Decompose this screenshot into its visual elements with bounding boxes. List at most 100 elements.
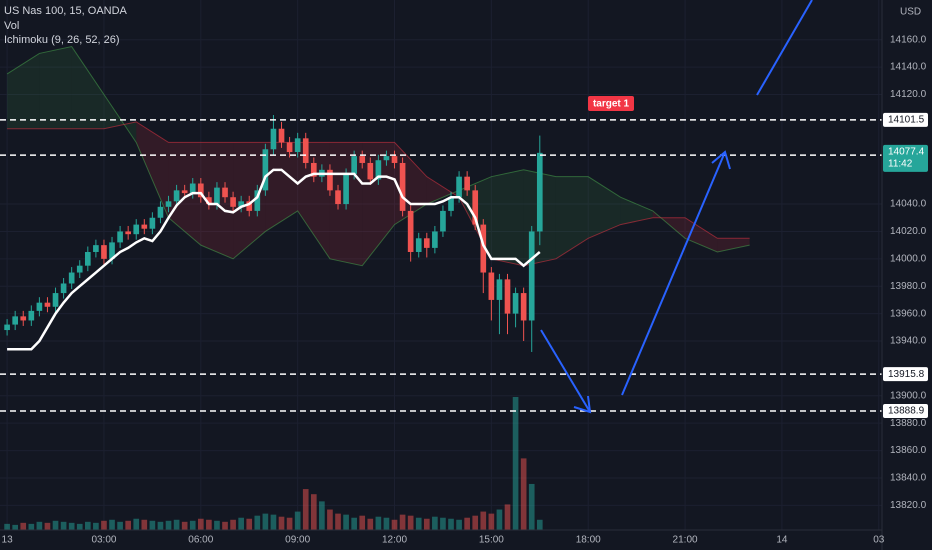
x-tick-label: 03:00 [91, 535, 116, 546]
volume-bar [214, 520, 220, 530]
candle-body [512, 293, 519, 314]
volume-bar [20, 522, 27, 530]
candle-body [28, 310, 35, 321]
volume-bar [343, 514, 349, 530]
candle-body [335, 190, 341, 205]
volume-bar [157, 521, 164, 530]
level-label: 13915.8 [888, 369, 925, 380]
candle-body [310, 162, 317, 177]
arrow-up [756, 0, 813, 96]
candle-body [133, 224, 140, 235]
candle-body [448, 197, 454, 211]
y-tick-label: 13880.0 [890, 418, 927, 429]
volume-bar [246, 518, 253, 530]
candle-body [68, 272, 75, 284]
cloud-line [6, 46, 750, 267]
volume-bar [197, 518, 204, 530]
volume-bar [117, 521, 123, 530]
candle-body [423, 238, 430, 248]
volume-bar [278, 516, 285, 530]
candle-body [20, 316, 27, 321]
arrow-head [573, 395, 592, 414]
level-box [883, 403, 928, 418]
volume-bar [456, 519, 462, 530]
volume-bar [335, 513, 341, 530]
x-tick-label: 09:00 [285, 535, 310, 546]
volume-bar [270, 514, 277, 530]
volume-bar [528, 483, 535, 530]
y-tick-label: 13900.0 [890, 390, 927, 401]
volume-bar [149, 520, 156, 530]
candle-body [351, 156, 357, 174]
candle-body [383, 156, 390, 161]
candle-body [456, 176, 462, 198]
candle-body [464, 176, 470, 191]
volume-bar [206, 519, 212, 530]
candle-body [141, 224, 148, 229]
candle-body [181, 190, 188, 194]
volume-bar [448, 518, 454, 530]
volume-bar [359, 515, 366, 530]
y-tick-label: 13980.0 [890, 281, 927, 292]
level-label: 13888.9 [888, 406, 925, 417]
volume-bar [391, 519, 398, 530]
volume-bar [407, 515, 414, 530]
volume-bar [472, 515, 479, 530]
volume-bar [109, 519, 115, 530]
candle-body [238, 201, 244, 207]
target-box [588, 96, 634, 111]
volume-bar [52, 520, 59, 530]
candle-body [391, 156, 398, 163]
candle-body [93, 245, 99, 252]
volume-bar [383, 517, 390, 530]
volume-bar [440, 517, 446, 530]
volume-bar [302, 489, 309, 530]
volume-bar [375, 516, 382, 530]
candle-body [117, 231, 123, 243]
candle-body [101, 245, 107, 259]
volume-bar [327, 509, 333, 530]
x-tick-label: 21:00 [673, 535, 698, 546]
last-price-box [883, 144, 928, 172]
arrow-up [621, 151, 726, 396]
volume-bar [319, 501, 325, 530]
chart-title: US Nas 100, 15, OANDA [4, 5, 128, 17]
volume-bar [286, 517, 293, 530]
candle-body [189, 183, 196, 194]
volume-bar [504, 504, 511, 530]
volume-bar [4, 523, 10, 530]
cloud-fill [136, 121, 169, 218]
y-tick-label: 14140.0 [890, 62, 927, 73]
volume-bar [496, 509, 503, 530]
candle-body [472, 190, 479, 225]
volume-bar [36, 521, 43, 530]
volume-bar [399, 514, 406, 530]
volume-bar [141, 519, 148, 530]
x-tick-label: 13 [2, 535, 14, 546]
volume-bar [133, 518, 140, 530]
candle-body [222, 187, 228, 198]
candle-body [536, 152, 543, 232]
candle-body [286, 142, 293, 153]
x-tick-label: 03 [873, 535, 885, 546]
candle-body [359, 156, 366, 163]
candle-body [165, 201, 172, 207]
candle-body [399, 162, 406, 211]
volume-bar [173, 519, 180, 530]
candle-body [214, 187, 220, 205]
axes: 14160.0 14140.0 14120.0 14040.0 14020.0 14000… [2, 34, 928, 546]
volume-bar [165, 520, 172, 530]
level-box [883, 367, 928, 382]
candle-body [488, 272, 495, 300]
volume-bar [222, 521, 228, 530]
volume-bar [520, 458, 527, 530]
volume-bar [512, 397, 519, 530]
volume-bar [310, 494, 317, 530]
volume-bar [294, 511, 301, 530]
x-tick-label: 06:00 [188, 535, 213, 546]
volume-bar [68, 522, 75, 530]
candle-body [278, 128, 285, 143]
candle-body [206, 197, 212, 205]
volume-bar [488, 513, 495, 530]
